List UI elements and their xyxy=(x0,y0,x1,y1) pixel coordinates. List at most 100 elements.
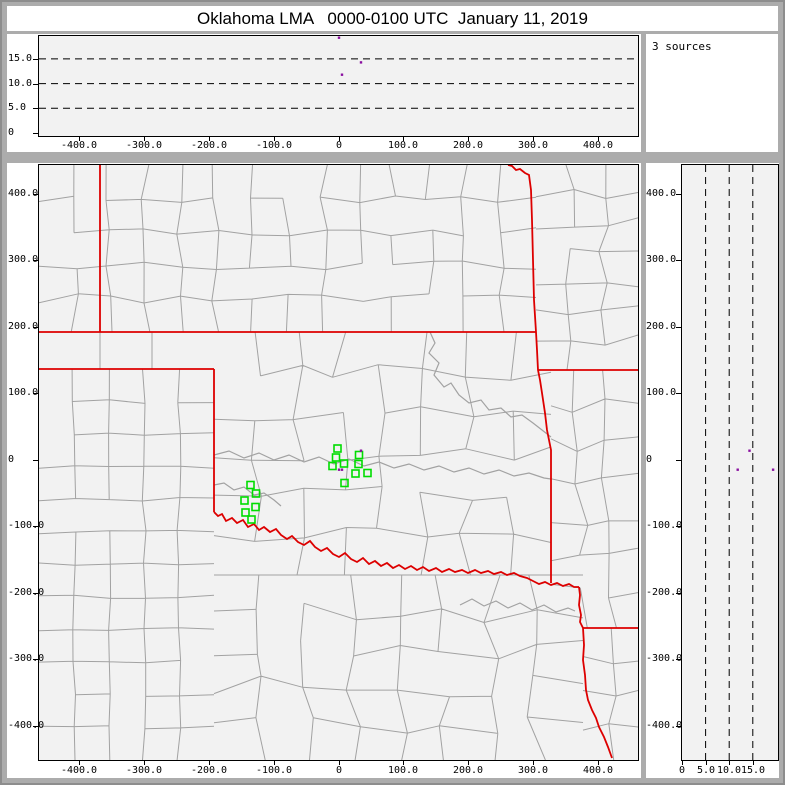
altitude-tick-label: 5.0 xyxy=(8,102,27,113)
tick-mark xyxy=(729,761,730,765)
lma-station-marker xyxy=(351,469,360,478)
lma-station-marker xyxy=(251,502,260,512)
east-west-tick-label: 300.0 xyxy=(517,765,549,776)
lightning-source-point xyxy=(337,36,341,39)
east-west-tick-label: -200.0 xyxy=(190,140,228,151)
altitude-tick-label: 10.0 xyxy=(8,78,33,89)
east-west-tick-label: 0 xyxy=(335,765,343,776)
east-west-tick-label: -100.0 xyxy=(255,140,293,151)
tick-mark xyxy=(144,137,145,141)
tick-mark xyxy=(33,393,38,394)
lma-station-marker xyxy=(333,444,342,453)
red-river-border xyxy=(213,511,579,588)
tick-mark xyxy=(33,327,38,328)
lma-station-marker xyxy=(247,515,256,524)
tick-mark xyxy=(79,137,80,141)
tick-mark xyxy=(339,137,340,141)
southeast-river-line xyxy=(459,598,576,613)
tick-mark xyxy=(33,194,38,195)
east-west-tick-label: 0 xyxy=(335,140,343,151)
river-lines xyxy=(213,331,576,613)
east-west-tick-label: 100.0 xyxy=(387,140,419,151)
north-south-tick-label: -200.0 xyxy=(646,587,683,598)
tick-mark xyxy=(274,137,275,141)
north-south-tick-label: -300.0 xyxy=(8,653,45,664)
lma-station-marker xyxy=(339,459,349,468)
tick-mark xyxy=(33,726,38,727)
lightning-source-point xyxy=(771,468,775,471)
east-west-tick-label: -400.0 xyxy=(60,140,98,151)
tick-mark xyxy=(274,761,275,765)
state-borders xyxy=(39,165,638,759)
lma-station-marker xyxy=(328,461,337,471)
lma-station-marker xyxy=(363,468,372,478)
lightning-source-point xyxy=(340,73,344,76)
plot-title: Oklahoma LMA 0000-0100 UTC January 11, 2… xyxy=(197,8,588,28)
washita-river-line xyxy=(213,482,282,507)
east-west-tick-label: 100.0 xyxy=(387,765,419,776)
north-south-tick-label: -100.0 xyxy=(646,520,683,531)
north-south-tick-label: 400.0 xyxy=(8,188,39,199)
east-west-tick-label: -200.0 xyxy=(190,765,228,776)
lma-station-marker xyxy=(331,453,341,462)
lightning-source-point xyxy=(748,449,751,452)
north-south-tick-label: 300.0 xyxy=(8,254,39,265)
tick-mark xyxy=(33,460,38,461)
plan-view-panel: 400.0 300.0 200.0 100.0 0 -100.0 -200.0 -300.0 -… xyxy=(7,163,641,778)
tick-mark xyxy=(598,137,599,141)
county-borders xyxy=(39,165,638,760)
plan-view-map[interactable] xyxy=(38,164,639,761)
arkansas-river-line xyxy=(428,331,552,438)
tick-mark xyxy=(33,260,38,261)
lightning-source-point xyxy=(359,449,363,452)
tick-mark xyxy=(33,84,38,85)
altitude-tick-label: 15.0 xyxy=(8,53,33,64)
north-south-tick-label: 300.0 xyxy=(646,254,677,265)
lightning-source-markers xyxy=(337,449,363,471)
north-south-tick-label: -100.0 xyxy=(8,520,45,531)
lma-station-marker xyxy=(340,478,349,488)
east-west-tick-label: 400.0 xyxy=(582,765,614,776)
north-south-tick-label: -200.0 xyxy=(8,587,45,598)
canadian-river-line xyxy=(213,450,552,480)
tick-mark xyxy=(533,761,534,765)
tick-mark xyxy=(403,137,404,141)
north-south-tick-label: 400.0 xyxy=(646,188,677,199)
straight-state-borders xyxy=(39,165,638,629)
tick-mark xyxy=(468,137,469,141)
altitude-ns-plot[interactable] xyxy=(681,164,779,761)
lma-station-marker xyxy=(241,508,250,517)
tick-mark xyxy=(33,59,38,60)
title-bar: Oklahoma LMA 0000-0100 UTC January 11, 2… xyxy=(7,6,778,31)
sources-counter-box: 3 sources xyxy=(646,34,778,152)
east-west-tick-label: 200.0 xyxy=(452,140,484,151)
lightning-source-point xyxy=(340,468,344,471)
north-south-tick-label: 200.0 xyxy=(646,321,677,332)
altitude-ew-panel: 0 5.0 10.0 15.0 -400.0 -300.0 -200.0 -100.0 0 100… xyxy=(7,34,641,152)
east-west-tick-label: 400.0 xyxy=(582,140,614,151)
altitude-tick-label: 15.0 xyxy=(740,765,766,776)
tick-mark xyxy=(403,761,404,765)
lightning-source-point xyxy=(736,468,739,471)
tick-mark xyxy=(339,761,340,765)
tick-mark xyxy=(209,137,210,141)
altitude-ew-plot[interactable] xyxy=(38,35,639,137)
tick-mark xyxy=(682,761,683,765)
lma-station-marker xyxy=(251,489,261,498)
east-west-tick-label: -400.0 xyxy=(60,765,98,776)
tick-mark xyxy=(33,593,38,594)
lma-station-marker xyxy=(246,480,255,490)
altitude-tick-label: 5.0 xyxy=(696,765,716,776)
altitude-tick-label: 0 xyxy=(678,765,686,776)
north-south-tick-label: 200.0 xyxy=(8,321,39,332)
north-south-tick-label: -300.0 xyxy=(646,653,683,664)
tick-mark xyxy=(33,526,38,527)
tick-mark xyxy=(676,194,681,195)
tick-mark xyxy=(468,761,469,765)
lma-station-marker xyxy=(240,496,249,505)
tick-mark xyxy=(33,133,38,134)
lightning-source-point xyxy=(337,468,341,471)
tick-mark xyxy=(676,526,681,527)
north-south-tick-label: 100.0 xyxy=(646,387,677,398)
east-west-tick-label: -300.0 xyxy=(125,765,163,776)
